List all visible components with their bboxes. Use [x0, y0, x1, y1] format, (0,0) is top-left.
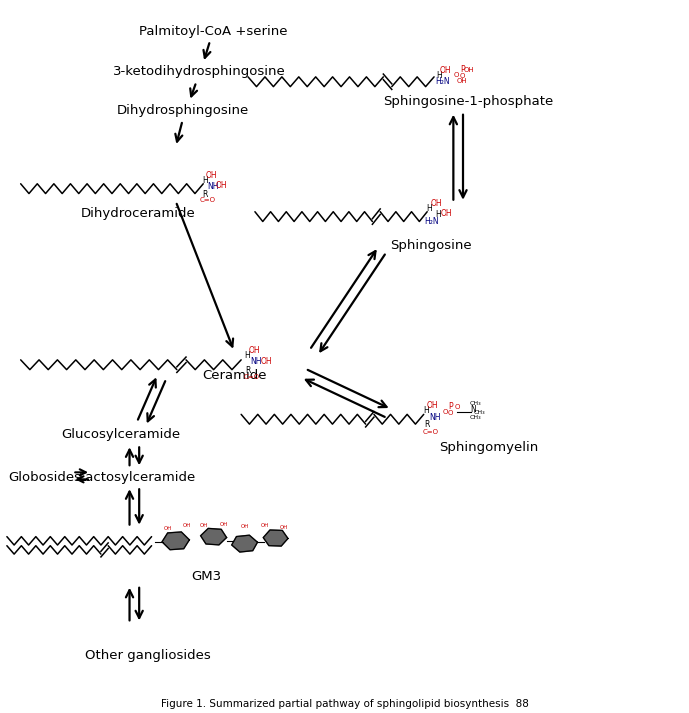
Text: Sphingosine-1-phosphate: Sphingosine-1-phosphate	[383, 95, 554, 108]
Text: Other gangliosides: Other gangliosides	[85, 649, 211, 662]
Text: P: P	[449, 402, 453, 411]
Text: OH: OH	[441, 209, 452, 217]
Polygon shape	[162, 532, 189, 550]
Text: OH: OH	[261, 523, 269, 528]
Text: Globosides: Globosides	[8, 471, 81, 483]
Text: NH: NH	[207, 182, 218, 191]
Text: H: H	[202, 176, 207, 185]
Text: R: R	[202, 190, 207, 199]
Text: NH: NH	[429, 413, 440, 421]
Text: OH: OH	[260, 356, 271, 366]
Text: OH: OH	[200, 523, 208, 528]
Polygon shape	[200, 528, 227, 545]
Text: H₂N: H₂N	[424, 217, 439, 226]
Text: Glucosylceramide: Glucosylceramide	[61, 428, 180, 441]
Text: CH₃: CH₃	[470, 401, 481, 406]
Text: OH: OH	[427, 401, 438, 411]
Text: R: R	[424, 421, 430, 429]
Text: Palmitoyl-CoA +serine: Palmitoyl-CoA +serine	[139, 25, 288, 38]
Text: H: H	[437, 71, 442, 80]
Text: H: H	[423, 406, 429, 416]
Text: H: H	[435, 210, 441, 219]
Text: NH: NH	[250, 357, 261, 366]
Text: C=O: C=O	[243, 374, 260, 380]
Text: OH: OH	[164, 525, 172, 530]
Text: Sphingomyelin: Sphingomyelin	[440, 441, 539, 453]
Text: OH: OH	[240, 524, 249, 529]
Text: OH: OH	[431, 199, 442, 207]
Text: N: N	[470, 405, 475, 414]
Text: CH₃: CH₃	[474, 410, 485, 415]
Text: 3-ketodihydrosphingosine: 3-ketodihydrosphingosine	[114, 66, 286, 78]
Text: O: O	[455, 404, 460, 410]
Text: OH: OH	[220, 521, 228, 527]
Text: P: P	[460, 66, 464, 74]
Text: H: H	[426, 204, 432, 212]
Text: OH: OH	[457, 78, 468, 84]
Text: OH: OH	[280, 525, 288, 530]
Text: OH: OH	[183, 523, 192, 528]
Text: R: R	[245, 366, 251, 375]
Polygon shape	[232, 535, 258, 552]
Text: Lactosylceramide: Lactosylceramide	[79, 471, 196, 483]
Text: Figure 1. Summarized partial pathway of sphingolipid biosynthesis  88: Figure 1. Summarized partial pathway of …	[161, 699, 528, 709]
Text: C=O: C=O	[422, 429, 439, 435]
Text: OH: OH	[216, 180, 227, 190]
Text: OH: OH	[206, 171, 217, 180]
Text: O: O	[448, 410, 453, 416]
Text: Ceramide: Ceramide	[202, 369, 267, 381]
Text: OH: OH	[440, 66, 451, 75]
Text: Sphingosine: Sphingosine	[390, 240, 471, 252]
Text: H₂N: H₂N	[435, 76, 450, 86]
Polygon shape	[263, 530, 288, 546]
Text: CH₃: CH₃	[470, 416, 481, 421]
Text: O: O	[453, 73, 459, 78]
Text: Dihydrosphingosine: Dihydrosphingosine	[116, 104, 249, 117]
Text: O: O	[442, 409, 448, 415]
Text: H: H	[244, 352, 249, 360]
Text: Dihydroceramide: Dihydroceramide	[81, 207, 195, 220]
Text: OH: OH	[249, 347, 260, 355]
Text: C=O: C=O	[200, 197, 216, 202]
Text: GM3: GM3	[192, 570, 222, 583]
Text: OH: OH	[464, 67, 475, 73]
Text: O: O	[460, 73, 465, 79]
